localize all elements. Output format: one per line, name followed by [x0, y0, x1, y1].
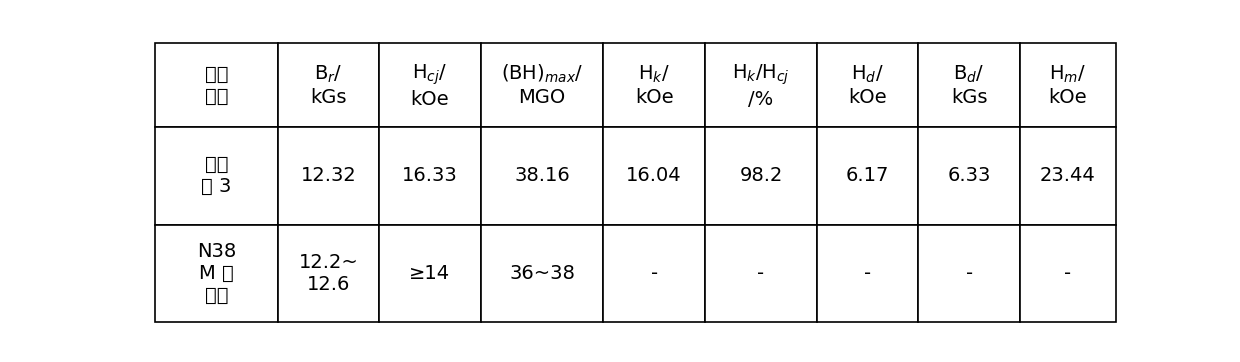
Text: 38.16: 38.16	[515, 167, 570, 185]
Bar	[379, 127, 481, 224]
Text: H$_{cj}$/
kOe: H$_{cj}$/ kOe	[410, 62, 449, 109]
Bar	[604, 127, 704, 224]
Text: 检测
项目: 检测 项目	[205, 65, 228, 106]
Text: -: -	[966, 264, 972, 283]
Bar	[1019, 224, 1116, 322]
Text: 12.32: 12.32	[300, 167, 356, 185]
Bar	[704, 224, 817, 322]
Bar	[704, 43, 817, 127]
Bar	[481, 127, 604, 224]
Text: B$_d$/
kGs: B$_d$/ kGs	[951, 64, 987, 107]
Text: 98.2: 98.2	[739, 167, 782, 185]
Bar	[1019, 43, 1116, 127]
Text: -: -	[758, 264, 765, 283]
Text: -: -	[864, 264, 872, 283]
Text: 36~38: 36~38	[510, 264, 575, 283]
Bar	[481, 43, 604, 127]
Text: B$_r$/
kGs: B$_r$/ kGs	[310, 64, 347, 107]
Bar	[155, 43, 278, 127]
Text: 实施
例 3: 实施 例 3	[201, 155, 232, 196]
Text: 23.44: 23.44	[1040, 167, 1096, 185]
Bar	[704, 127, 817, 224]
Bar	[919, 43, 1019, 127]
Bar	[278, 224, 379, 322]
Bar	[817, 43, 919, 127]
Text: 6.17: 6.17	[846, 167, 889, 185]
Bar	[919, 127, 1019, 224]
Text: 16.33: 16.33	[402, 167, 458, 185]
Bar	[1019, 127, 1116, 224]
Bar	[604, 43, 704, 127]
Text: (BH)$_{max}$/
MGO: (BH)$_{max}$/ MGO	[501, 63, 583, 108]
Text: N38
M 标
准件: N38 M 标 准件	[197, 242, 236, 305]
Text: H$_k$/H$_{cj}$
/%: H$_k$/H$_{cj}$ /%	[732, 62, 790, 109]
Bar	[817, 224, 919, 322]
Text: H$_d$/
kOe: H$_d$/ kOe	[848, 64, 887, 107]
Bar	[481, 224, 604, 322]
Bar	[278, 127, 379, 224]
Text: -: -	[651, 264, 657, 283]
Text: 12.2~
12.6: 12.2~ 12.6	[299, 253, 358, 294]
Text: ≥14: ≥14	[409, 264, 450, 283]
Text: -: -	[1064, 264, 1071, 283]
Bar	[379, 224, 481, 322]
Text: H$_k$/
kOe: H$_k$/ kOe	[635, 64, 673, 107]
Bar	[155, 224, 278, 322]
Bar	[278, 43, 379, 127]
Text: 6.33: 6.33	[947, 167, 991, 185]
Bar	[604, 224, 704, 322]
Bar	[155, 127, 278, 224]
Text: H$_m$/
kOe: H$_m$/ kOe	[1049, 64, 1087, 107]
Bar	[379, 43, 481, 127]
Bar	[919, 224, 1019, 322]
Text: 16.04: 16.04	[626, 167, 682, 185]
Bar	[817, 127, 919, 224]
